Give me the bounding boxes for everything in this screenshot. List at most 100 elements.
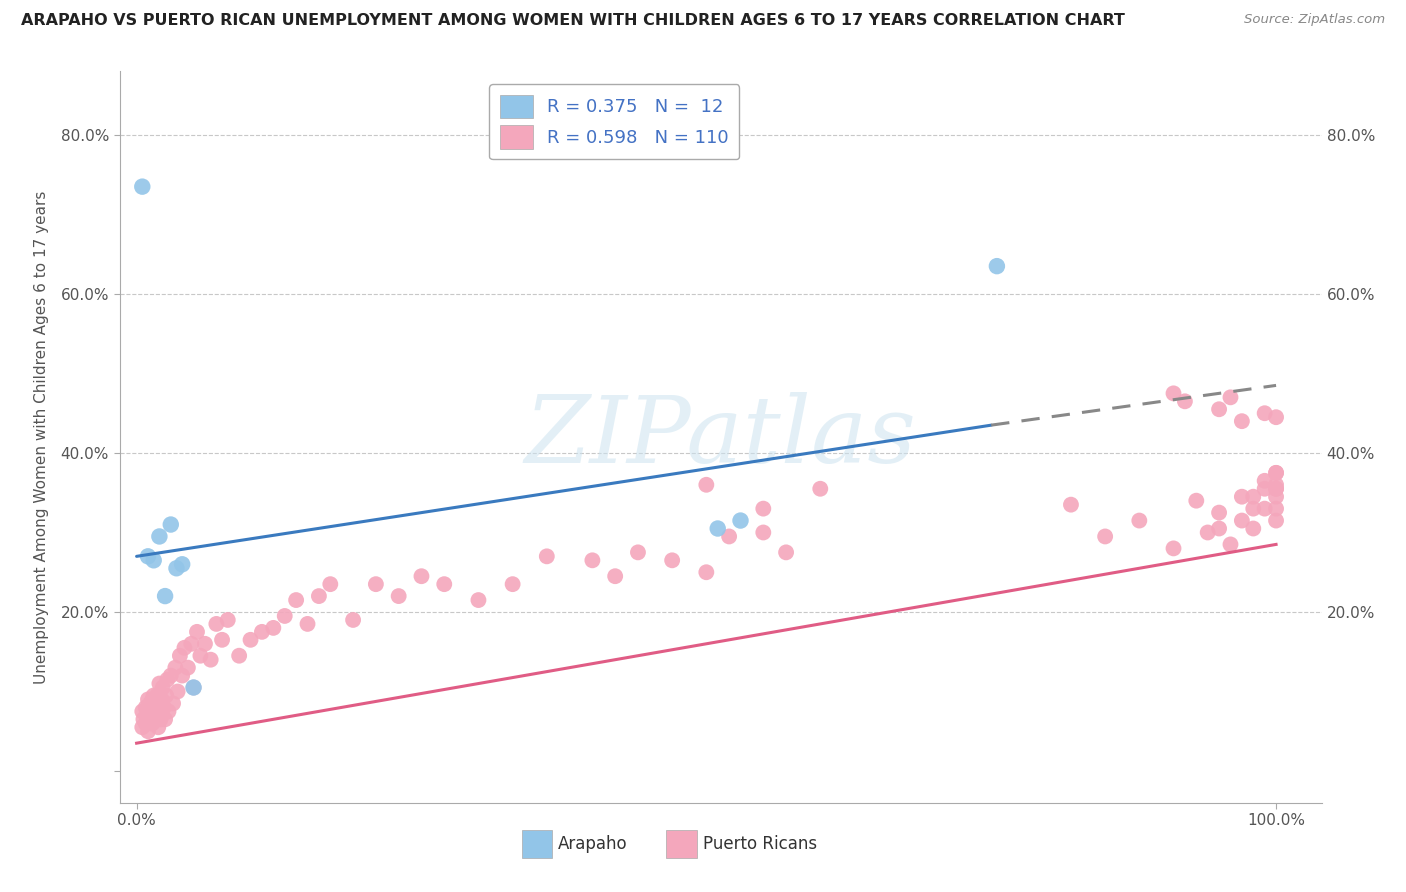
Point [1253, 482, 1275, 496]
Point [1265, 477, 1288, 491]
FancyBboxPatch shape [522, 830, 553, 858]
Point [274, 609, 297, 624]
Point [183, 681, 205, 695]
Point [142, 692, 165, 706]
Point [1219, 537, 1241, 551]
Point [1230, 514, 1253, 528]
Point [139, 716, 162, 731]
Point [986, 259, 1008, 273]
Point [285, 593, 308, 607]
Point [136, 692, 159, 706]
Point [502, 577, 524, 591]
Point [150, 692, 173, 706]
Point [1094, 529, 1116, 543]
Point [142, 553, 165, 567]
Point [262, 621, 284, 635]
Point [172, 668, 194, 682]
Point [1128, 514, 1150, 528]
Point [1219, 390, 1241, 404]
Point [1265, 501, 1288, 516]
Point [1163, 386, 1185, 401]
Point [142, 689, 165, 703]
Point [308, 589, 330, 603]
Point [139, 697, 162, 711]
Point [1241, 521, 1264, 535]
Point [752, 501, 775, 516]
Point [135, 716, 157, 731]
Point [149, 712, 172, 726]
Point [159, 668, 181, 682]
Point [730, 514, 752, 528]
Text: Arapaho: Arapaho [558, 836, 628, 854]
Point [581, 553, 603, 567]
Point [1197, 525, 1219, 540]
Point [661, 553, 683, 567]
Point [536, 549, 558, 564]
Point [146, 708, 169, 723]
Point [808, 482, 831, 496]
Point [1265, 514, 1288, 528]
Point [1185, 493, 1208, 508]
Point [159, 517, 181, 532]
Point [156, 673, 179, 687]
Point [148, 697, 170, 711]
Point [131, 705, 153, 719]
Point [148, 720, 170, 734]
Point [1163, 541, 1185, 556]
Point [145, 700, 167, 714]
Point [172, 558, 194, 572]
Point [135, 700, 157, 714]
Point [1174, 394, 1197, 409]
Point [1253, 501, 1275, 516]
Point [1265, 410, 1288, 425]
Point [152, 681, 174, 695]
Point [132, 712, 155, 726]
Text: ZIPatlas: ZIPatlas [524, 392, 917, 482]
Point [146, 689, 169, 703]
Point [1253, 474, 1275, 488]
FancyBboxPatch shape [666, 830, 696, 858]
Point [135, 708, 157, 723]
Point [169, 648, 191, 663]
Point [388, 589, 411, 603]
Point [155, 689, 177, 703]
Point [205, 616, 228, 631]
Point [136, 712, 159, 726]
Point [142, 708, 165, 723]
Point [190, 648, 212, 663]
Point [1265, 466, 1288, 480]
Point [1208, 402, 1230, 417]
Point [153, 712, 176, 726]
Point [1265, 482, 1288, 496]
Point [706, 521, 728, 535]
Point [194, 637, 217, 651]
Point [1208, 506, 1230, 520]
Point [148, 676, 170, 690]
Point [467, 593, 489, 607]
Point [157, 705, 180, 719]
Point [136, 724, 159, 739]
Legend: R = 0.375   N =  12, R = 0.598   N = 110: R = 0.375 N = 12, R = 0.598 N = 110 [489, 84, 740, 160]
Point [1253, 406, 1275, 420]
Point [165, 660, 187, 674]
Point [775, 545, 797, 559]
Point [364, 577, 387, 591]
Point [433, 577, 456, 591]
Point [136, 549, 159, 564]
Point [627, 545, 650, 559]
Point [180, 637, 202, 651]
Point [718, 529, 741, 543]
Point [131, 179, 153, 194]
Point [142, 716, 165, 731]
Point [217, 613, 239, 627]
Point [177, 660, 200, 674]
Point [1230, 414, 1253, 428]
Point [150, 708, 173, 723]
Point [166, 561, 188, 575]
Point [228, 648, 250, 663]
Point [1265, 490, 1288, 504]
Point [148, 529, 170, 543]
Point [319, 577, 342, 591]
Point [250, 624, 273, 639]
Point [162, 697, 184, 711]
